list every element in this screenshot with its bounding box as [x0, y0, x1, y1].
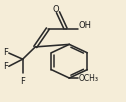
Text: F: F [3, 48, 8, 57]
Text: F: F [20, 76, 25, 85]
Text: O: O [52, 5, 59, 14]
Text: OCH₃: OCH₃ [79, 74, 99, 83]
Text: F: F [3, 62, 8, 71]
Text: OH: OH [79, 21, 92, 30]
